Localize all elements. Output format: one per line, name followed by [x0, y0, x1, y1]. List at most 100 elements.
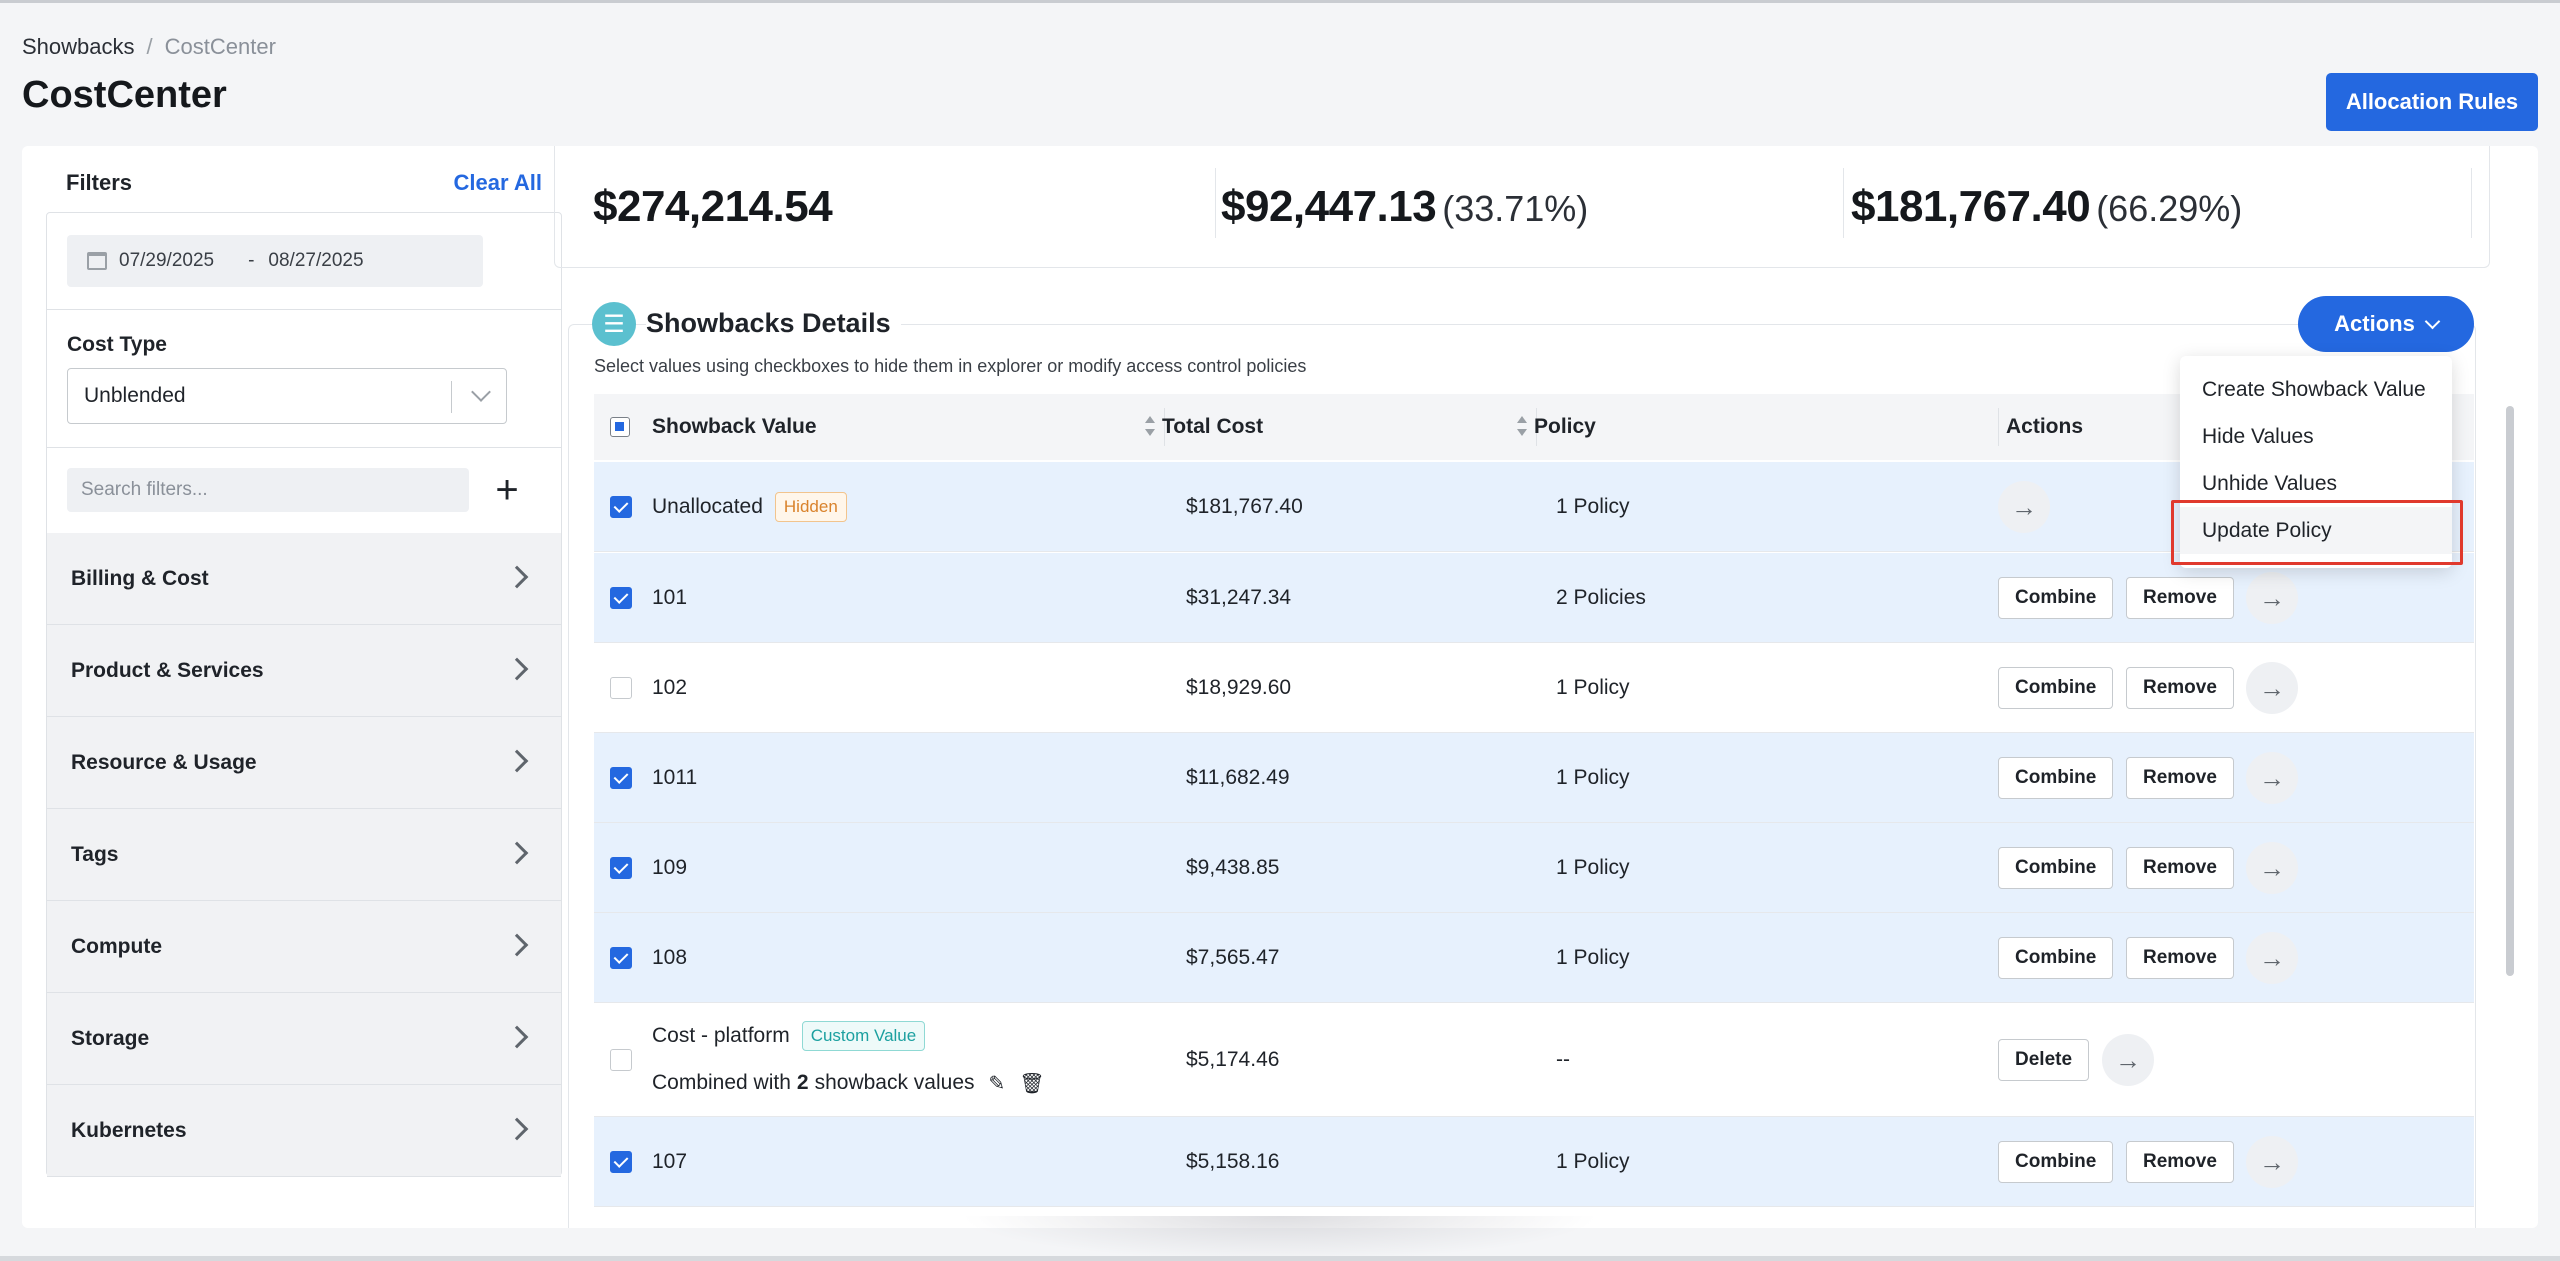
column-showback-value[interactable]: Showback Value: [652, 394, 817, 460]
remove-button[interactable]: Remove: [2126, 757, 2234, 799]
row-checkbox[interactable]: [610, 767, 632, 789]
breadcrumb: Showbacks / CostCenter: [22, 34, 276, 60]
policy-link[interactable]: 1 Policy: [1556, 1150, 1630, 1173]
remove-button[interactable]: Remove: [2126, 1141, 2234, 1183]
bottom-shadow: [960, 1216, 1600, 1261]
row-checkbox[interactable]: [610, 496, 632, 518]
menu-item-create-showback-value[interactable]: Create Showback Value: [2202, 377, 2426, 401]
remove-button[interactable]: Remove: [2126, 667, 2234, 709]
column-total-cost[interactable]: Total Cost: [1162, 394, 1263, 460]
table-row: Unallocated Hidden $181,767.40 1 Policy →: [594, 462, 2474, 552]
table-row: 107 $5,158.16 1 Policy Combine Remove →: [594, 1117, 2474, 1207]
total-cost-cell: $181,767.40: [1186, 495, 1303, 518]
sort-icon[interactable]: [1516, 416, 1528, 438]
policy-link[interactable]: 1 Policy: [1556, 676, 1630, 699]
cost-type-select[interactable]: Unblended: [67, 368, 507, 424]
clear-all-link[interactable]: Clear All: [453, 170, 542, 195]
row-checkbox[interactable]: [610, 1049, 632, 1071]
filter-group-label: Tags: [71, 842, 119, 866]
total-cost-cell: $5,158.16: [1186, 1150, 1280, 1173]
date-separator: -: [248, 250, 255, 271]
menu-item-update-policy[interactable]: Update Policy: [2180, 507, 2452, 554]
total-cost-cell: $7,565.47: [1186, 946, 1280, 969]
scrollbar[interactable]: [2506, 406, 2514, 976]
combine-button[interactable]: Combine: [1998, 847, 2114, 889]
arrow-right-icon[interactable]: →: [2246, 932, 2298, 984]
sort-icon[interactable]: [1144, 416, 1156, 438]
cost-type-label: Cost Type: [67, 333, 167, 356]
menu-item-unhide-values[interactable]: Unhide Values: [2202, 471, 2338, 495]
policy-link[interactable]: 1 Policy: [1556, 495, 1630, 518]
chevron-right-icon: [505, 749, 529, 773]
combine-button[interactable]: Combine: [1998, 667, 2114, 709]
total-cost-cell: $18,929.60: [1186, 676, 1292, 699]
arrow-right-icon[interactable]: →: [2246, 752, 2298, 804]
filter-group-storage[interactable]: Storage: [47, 993, 561, 1085]
combine-button[interactable]: Combine: [1998, 1141, 2114, 1183]
date-end: 08/27/2025: [268, 250, 364, 271]
arrow-right-icon[interactable]: →: [2246, 662, 2298, 714]
filter-group-tags[interactable]: Tags: [47, 809, 561, 901]
combine-button[interactable]: Combine: [1998, 937, 2114, 979]
filter-group-resource-usage[interactable]: Resource & Usage: [47, 717, 561, 809]
remove-button[interactable]: Remove: [2126, 847, 2234, 889]
third-cost-value: $181,767.40: [1851, 182, 2091, 231]
arrow-right-icon[interactable]: →: [2246, 1136, 2298, 1188]
arrow-right-icon[interactable]: →: [1998, 481, 2050, 533]
date-range-picker[interactable]: 07/29/2025 - 08/27/2025: [67, 235, 483, 287]
row-checkbox[interactable]: [610, 677, 632, 699]
edit-pencil-icon[interactable]: ✎: [988, 1072, 1006, 1095]
main-card: Filters Clear All 07/29/2025 - 08/27/202…: [22, 146, 2538, 1228]
select-all-checkbox[interactable]: [610, 417, 630, 437]
arrow-right-icon[interactable]: →: [2246, 572, 2298, 624]
hidden-badge: Hidden: [774, 492, 847, 522]
cost-type-value: Unblended: [84, 384, 186, 407]
arrow-right-icon[interactable]: →: [2246, 842, 2298, 894]
chevron-right-icon: [505, 565, 529, 589]
second-cost-summary: $92,447.13 (33.71%): [1221, 182, 1588, 232]
column-separator: [1998, 408, 1999, 446]
table-row: Cost - platform Custom Value Combined wit…: [594, 1003, 2474, 1117]
column-label: Showback Value: [652, 415, 817, 438]
breadcrumb-showbacks-link[interactable]: Showbacks: [22, 34, 135, 59]
table-header: Showback Value Total Cost Policy Actions: [594, 394, 2474, 460]
remove-button[interactable]: Remove: [2126, 577, 2234, 619]
second-cost-value: $92,447.13: [1221, 182, 1437, 231]
search-filters-input[interactable]: [67, 468, 469, 512]
total-cost-cell: $31,247.34: [1186, 586, 1292, 609]
policy-link[interactable]: 1 Policy: [1556, 946, 1630, 969]
delete-button[interactable]: Delete: [1998, 1039, 2090, 1081]
combine-button[interactable]: Combine: [1998, 757, 2114, 799]
actions-dropdown-button[interactable]: Actions: [2298, 296, 2474, 352]
filter-group-billing-cost[interactable]: Billing & Cost: [47, 533, 561, 625]
filter-group-label: Product & Services: [71, 658, 264, 682]
arrow-right-icon[interactable]: →: [2102, 1034, 2154, 1086]
filter-group-list: Billing & Cost Product & Services Resour…: [47, 533, 561, 1177]
actions-label: Actions: [2334, 311, 2415, 336]
filter-group-label: Resource & Usage: [71, 750, 257, 774]
select-separator: [451, 381, 452, 413]
third-cost-summary: $181,767.40 (66.29%): [1851, 182, 2242, 232]
actions-dropdown-menu: Create Showback Value Hide Values Unhide…: [2180, 356, 2452, 568]
trash-icon[interactable]: 🗑: [1019, 1072, 1045, 1095]
filter-group-compute[interactable]: Compute: [47, 901, 561, 993]
showback-value: 109: [652, 856, 688, 879]
row-checkbox[interactable]: [610, 1151, 632, 1173]
row-checkbox[interactable]: [610, 857, 632, 879]
menu-item-hide-values[interactable]: Hide Values: [2202, 424, 2314, 448]
policy-link[interactable]: 1 Policy: [1556, 856, 1630, 879]
combine-button[interactable]: Combine: [1998, 577, 2114, 619]
chevron-right-icon: [505, 841, 529, 865]
add-filter-plus-icon[interactable]: +: [495, 468, 519, 512]
allocation-rules-button[interactable]: Allocation Rules: [2326, 73, 2538, 131]
filter-group-kubernetes[interactable]: Kubernetes: [47, 1085, 561, 1177]
filter-group-product-services[interactable]: Product & Services: [47, 625, 561, 717]
row-checkbox[interactable]: [610, 947, 632, 969]
policy-link[interactable]: 2 Policies: [1556, 586, 1646, 609]
window-top-border: [0, 0, 2560, 3]
remove-button[interactable]: Remove: [2126, 937, 2234, 979]
row-checkbox[interactable]: [610, 587, 632, 609]
policy-link[interactable]: 1 Policy: [1556, 766, 1630, 789]
combined-suffix: showback values: [814, 1071, 975, 1094]
combined-with-link[interactable]: Combined with 2 showback values ✎ 🗑: [652, 1065, 1045, 1101]
